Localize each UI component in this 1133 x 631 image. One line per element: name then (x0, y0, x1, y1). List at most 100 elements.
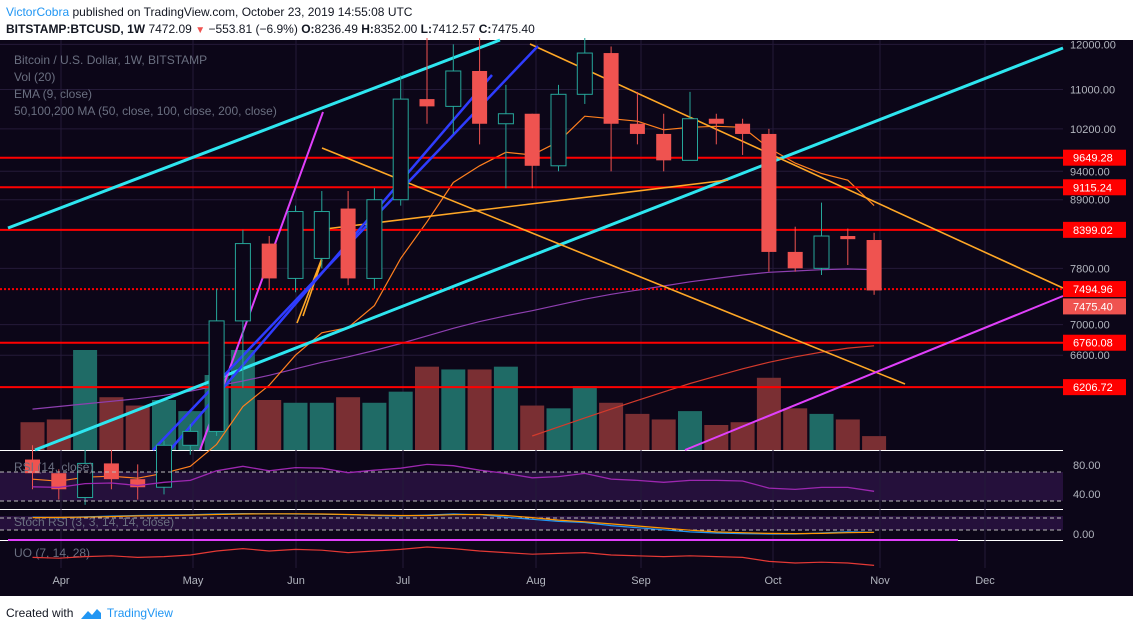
month-tick-label: Sep (631, 575, 651, 587)
month-tick-label: Jun (287, 575, 305, 587)
volume-bar (756, 377, 781, 450)
candle-body (603, 53, 619, 124)
author-link[interactable]: VictorCobra (6, 5, 70, 19)
volume-bar (599, 402, 624, 450)
volume-bar (362, 402, 387, 450)
candle-body (682, 118, 698, 161)
volume-bar (283, 402, 308, 450)
candle-body (182, 430, 199, 446)
publish-info: VictorCobra published on TradingView.com… (6, 5, 412, 19)
month-tick-label: May (183, 575, 204, 587)
candle-body (576, 52, 593, 95)
candle-body (25, 459, 40, 474)
level-label-bg (1063, 149, 1126, 166)
ma50-line (32, 268, 875, 410)
price-tick-label: 9400.00 (1070, 166, 1110, 178)
month-tick-label: Apr (52, 575, 69, 587)
open-label: O: (301, 22, 315, 36)
last-price-label-bg (1063, 298, 1126, 315)
level-label-bg (1063, 179, 1126, 196)
volume-bar (783, 408, 808, 450)
legend-title: Bitcoin / U.S. Dollar, 1W, BITSTAMP (14, 53, 207, 67)
candle-body (261, 243, 277, 279)
volume-bar (309, 402, 334, 450)
tradingview-link[interactable]: TradingView (106, 606, 173, 620)
volume-bar (415, 366, 439, 450)
candle-body (524, 113, 540, 166)
ema9-line (32, 115, 875, 482)
level-label-bg (1063, 281, 1126, 298)
candle-body (813, 235, 830, 269)
uo-title: UO (7, 14, 28) (14, 546, 90, 560)
candle-body (419, 99, 435, 107)
publish-header: VictorCobra published on TradingView.com… (0, 0, 1133, 38)
candle-body (708, 118, 724, 124)
high-value: 8352.00 (373, 22, 418, 36)
candle-body (208, 320, 225, 432)
volume-bar (467, 369, 492, 450)
stoch-rsi-pane: Stoch RSI (3, 3, 14, 14, close) 0.00 (0, 512, 1094, 541)
price-axis: 12000.00 11000.00 10200.00 9400.00 8900.00 78… (1070, 39, 1116, 362)
candle-body (629, 123, 645, 134)
legend: Bitcoin / U.S. Dollar, 1W, BITSTAMP Vol … (14, 53, 277, 118)
level-label: 7494.96 (1073, 284, 1113, 296)
price-tick-label: 6600.00 (1070, 350, 1110, 362)
volume-bar (520, 405, 545, 450)
level-label: 9115.24 (1073, 182, 1112, 194)
legend-ema: EMA (9, close) (14, 87, 92, 101)
tradingview-logo-icon (80, 608, 101, 619)
moving-average-lines (32, 115, 875, 482)
level-label: 8399.02 (1073, 225, 1113, 237)
rsi-tick-label: 40.00 (1073, 489, 1101, 501)
volume-bar (441, 369, 466, 450)
uo-pane: UO (7, 14, 28) (14, 546, 875, 566)
close-value: 7475.40 (491, 22, 535, 36)
level-label: 6760.08 (1073, 338, 1113, 350)
candle-body (313, 211, 330, 259)
candle-body (840, 236, 856, 240)
price-chart[interactable]: Bitcoin / U.S. Dollar, 1W, BITSTAMP Vol … (0, 38, 1133, 600)
candle-body (103, 463, 119, 480)
low-value: 7412.57 (432, 22, 476, 36)
level-labels: 9649.28 9115.24 8399.02 7494.96 6760.08 6206.… (1063, 149, 1126, 396)
candle-body (392, 98, 409, 201)
time-axis-background (0, 568, 1063, 596)
rsi-pane: RSI (14, close) 80.00 40.00 (0, 460, 1101, 502)
level-label-bg (1063, 221, 1126, 238)
orange-neckline (324, 179, 729, 230)
candle-body (51, 473, 67, 490)
stoch-rsi-band-fill (0, 516, 1063, 530)
stoch-tick-label: 0.00 (1073, 529, 1094, 541)
created-with-text: Created with (6, 606, 74, 620)
low-label: L: (420, 22, 432, 36)
price-value: 7472.09 (148, 22, 192, 36)
month-tick-label: Aug (526, 575, 546, 587)
volume-bar (625, 413, 650, 450)
orange-flag-b (302, 259, 323, 317)
symbol-label: BITSTAMP:BTCUSD, 1W (6, 22, 146, 36)
volume-bar (493, 366, 518, 450)
volume-bar (651, 419, 676, 450)
level-label-bg (1063, 379, 1126, 396)
candle-body (234, 243, 251, 322)
volume-bar (809, 413, 834, 450)
candle-body (130, 479, 146, 488)
candle-body (156, 444, 172, 488)
level-label: 6206.72 (1073, 382, 1113, 394)
candle-body (735, 123, 751, 134)
candle-body (550, 93, 567, 167)
volume-bar (835, 419, 860, 450)
month-tick-label: Oct (764, 575, 781, 587)
volume-bar (257, 400, 282, 450)
price-tick-label: 12000.00 (1070, 39, 1116, 51)
ohlc-line: BITSTAMP:BTCUSD, 1W 7472.09 ▼ −553.81 (−… (6, 22, 535, 36)
orange-upper-channel (529, 43, 1064, 289)
candlesticks (25, 38, 882, 505)
price-tick-label: 8900.00 (1070, 195, 1110, 207)
month-tick-label: Jul (396, 575, 410, 587)
time-axis: Apr May Jun Jul Aug Sep Oct Nov Dec (52, 575, 995, 587)
rsi-line (32, 463, 875, 492)
published-text: published on TradingView.com, October 23… (72, 5, 413, 19)
candle-body (366, 199, 383, 279)
price-tick-label: 7800.00 (1070, 263, 1110, 275)
